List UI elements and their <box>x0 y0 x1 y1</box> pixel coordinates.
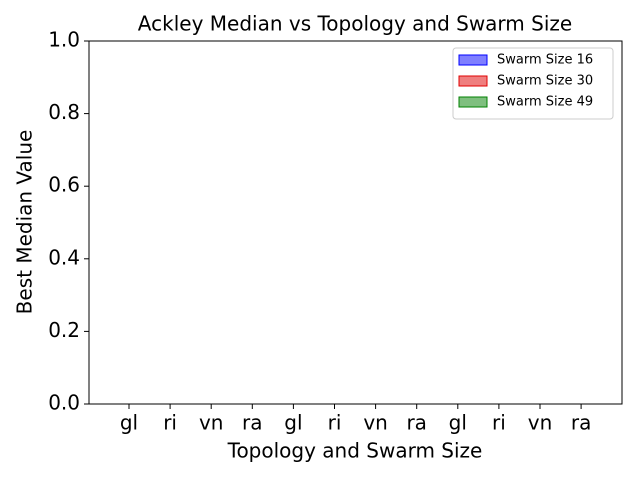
x-tick-label: gl <box>284 411 302 435</box>
legend-label: Swarm Size 49 <box>497 95 593 110</box>
x-tick-label: ri <box>492 411 506 435</box>
x-axis-label: Topology and Swarm Size <box>227 439 483 463</box>
x-tick-label: vn <box>199 411 224 435</box>
x-tick-label: ri <box>163 411 177 435</box>
legend-swatch <box>458 75 488 87</box>
x-tick-label: gl <box>449 411 467 435</box>
y-axis-label: Best Median Value <box>13 130 37 315</box>
y-tick-label: 0.8 <box>48 100 80 124</box>
y-tick-label: 0.2 <box>48 318 80 342</box>
y-tick-label: 0.6 <box>48 173 80 197</box>
x-tick-label: vn <box>363 411 388 435</box>
legend-label: Swarm Size 30 <box>497 74 593 89</box>
legend-swatch <box>458 54 488 66</box>
y-tick-label: 1.0 <box>48 28 80 52</box>
x-tick-label: ra <box>406 411 426 435</box>
x-tick-label: ra <box>571 411 591 435</box>
legend-label: Swarm Size 16 <box>497 53 593 68</box>
legend-swatch <box>458 96 488 108</box>
legend-box <box>452 47 614 120</box>
x-tick-label: ra <box>242 411 262 435</box>
x-tick-label: gl <box>120 411 138 435</box>
y-tick-label: 0.4 <box>48 245 80 269</box>
x-tick-label: vn <box>528 411 553 435</box>
plot-frame <box>88 40 623 405</box>
x-tick-label: ri <box>328 411 342 435</box>
chart-title: Ackley Median vs Topology and Swarm Size <box>138 12 572 36</box>
y-tick-label: 0.0 <box>48 391 80 415</box>
